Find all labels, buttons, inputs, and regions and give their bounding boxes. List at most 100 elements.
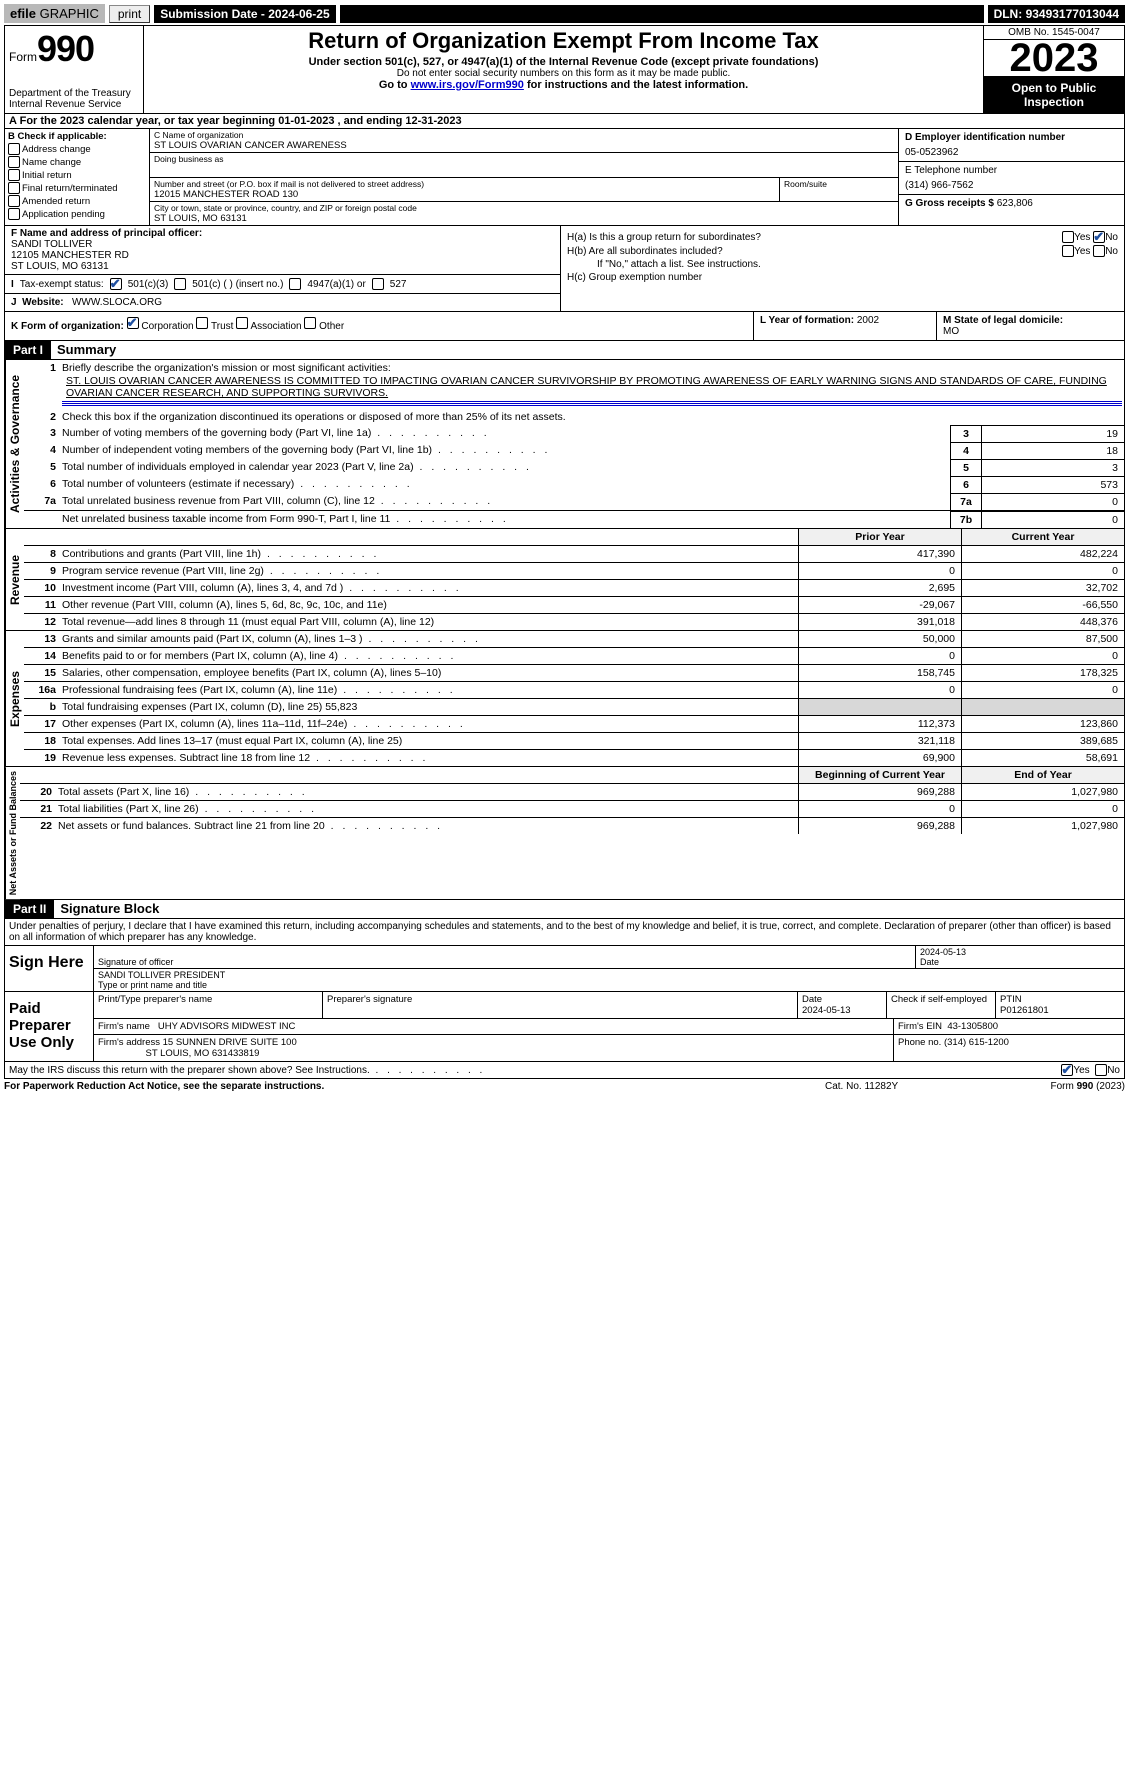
chk-amended-return[interactable] — [8, 195, 20, 207]
val-11-curr: -66,550 — [961, 597, 1124, 613]
prep-self-emp: Check if self-employed — [891, 994, 987, 1005]
firm-addr-2: ST LOUIS, MO 631433819 — [146, 1048, 260, 1059]
chk-501c[interactable] — [174, 278, 186, 290]
chk-application-pending[interactable] — [8, 208, 20, 220]
irs-link[interactable]: www.irs.gov/Form990 — [411, 79, 524, 91]
val-10-prior: 2,695 — [798, 580, 961, 596]
val-14-curr: 0 — [961, 648, 1124, 664]
dept-irs: Internal Revenue Service — [9, 99, 139, 110]
section-identity: B Check if applicable: Address change Na… — [5, 129, 1124, 226]
vlabel-revenue: Revenue — [5, 529, 24, 630]
val-13-prior: 50,000 — [798, 631, 961, 647]
chk-discuss-no[interactable] — [1095, 1064, 1107, 1076]
val-17-prior: 112,373 — [798, 716, 961, 732]
chk-ha-no[interactable] — [1093, 231, 1105, 243]
h-c-label: H(c) Group exemption number — [567, 272, 1118, 283]
summary-revenue: Revenue Prior YearCurrent Year 8Contribu… — [5, 528, 1124, 631]
chk-initial-return[interactable] — [8, 169, 20, 181]
print-button[interactable]: print — [109, 5, 150, 23]
ptin-value: P01261801 — [1000, 1005, 1049, 1016]
chk-other[interactable] — [304, 317, 316, 329]
mission-label: Briefly describe the organization's miss… — [62, 362, 391, 374]
val-line-5: 3 — [982, 459, 1124, 476]
h-b-label: H(b) Are all subordinates included? — [567, 246, 1062, 257]
c-city-label: City or town, state or province, country… — [154, 203, 894, 213]
row-a-tax-year: A For the 2023 calendar year, or tax yea… — [5, 114, 1124, 129]
signature-block: Under penalties of perjury, I declare th… — [5, 919, 1124, 1078]
officer-name-title: SANDI TOLLIVER PRESIDENT — [98, 970, 225, 980]
paid-preparer-table: Paid Preparer Use Only Print/Type prepar… — [5, 991, 1124, 1062]
h-b-note: If "No," attach a list. See instructions… — [567, 259, 1118, 270]
column-c-org-info: C Name of organization ST LOUIS OVARIAN … — [150, 129, 898, 225]
chk-501c3[interactable] — [110, 278, 122, 290]
val-9-prior: 0 — [798, 563, 961, 579]
val-line-4: 18 — [982, 442, 1124, 459]
discuss-row: May the IRS discuss this return with the… — [5, 1062, 1124, 1078]
header-left: Form990 Department of the Treasury Inter… — [5, 26, 144, 113]
val-12-curr: 448,376 — [961, 614, 1124, 630]
officer-name: SANDI TOLLIVER — [11, 239, 92, 250]
officer-city: ST LOUIS, MO 63131 — [11, 261, 109, 272]
summary-expenses: Expenses 13Grants and similar amounts pa… — [5, 631, 1124, 767]
val-11-prior: -29,067 — [798, 597, 961, 613]
val-15-curr: 178,325 — [961, 665, 1124, 681]
part-2-header: Part IISignature Block — [5, 900, 1124, 919]
sign-here-label: Sign Here — [5, 946, 94, 991]
chk-address-change[interactable] — [8, 143, 20, 155]
val-16a-curr: 0 — [961, 682, 1124, 698]
chk-discuss-yes[interactable] — [1061, 1064, 1073, 1076]
chk-name-change[interactable] — [8, 156, 20, 168]
val-14-prior: 0 — [798, 648, 961, 664]
chk-association[interactable] — [236, 317, 248, 329]
val-17-curr: 123,860 — [961, 716, 1124, 732]
val-19-curr: 58,691 — [961, 750, 1124, 766]
chk-trust[interactable] — [196, 317, 208, 329]
prep-date: 2024-05-13 — [802, 1005, 851, 1016]
page-footer: For Paperwork Reduction Act Notice, see … — [4, 1079, 1125, 1094]
column-de: D Employer identification number 05-0523… — [898, 129, 1124, 225]
footer-form: Form 990 (2023) — [975, 1081, 1125, 1092]
val-22-end: 1,027,980 — [961, 818, 1124, 834]
officer-street: 12105 MANCHESTER RD — [11, 250, 129, 261]
chk-final-return[interactable] — [8, 182, 20, 194]
val-9-curr: 0 — [961, 563, 1124, 579]
val-12-prior: 391,018 — [798, 614, 961, 630]
row-l-year: L Year of formation: 2002 — [754, 312, 937, 340]
form-990: Form990 Department of the Treasury Inter… — [4, 25, 1125, 1079]
val-15-prior: 158,745 — [798, 665, 961, 681]
chk-527[interactable] — [372, 278, 384, 290]
c-room-label: Room/suite — [784, 179, 894, 189]
val-19-prior: 69,900 — [798, 750, 961, 766]
chk-hb-yes[interactable] — [1062, 245, 1074, 257]
gross-receipts: 623,806 — [997, 198, 1033, 209]
val-13-curr: 87,500 — [961, 631, 1124, 647]
chk-corporation[interactable] — [127, 317, 139, 329]
mission-text: ST. LOUIS OVARIAN CANCER AWARENESS IS CO… — [62, 374, 1122, 400]
g-gross-label: G Gross receipts $ — [905, 198, 997, 209]
chk-ha-yes[interactable] — [1062, 231, 1074, 243]
d-ein-label: D Employer identification number — [905, 132, 1118, 143]
name-title-label: Type or print name and title — [98, 980, 207, 990]
chk-hb-no[interactable] — [1093, 245, 1105, 257]
row-m-state: M State of legal domicile:MO — [937, 312, 1124, 340]
perjury-statement: Under penalties of perjury, I declare th… — [5, 919, 1124, 945]
efile-badge: efile GRAPHIC — [4, 4, 105, 23]
val-22-begin: 969,288 — [798, 818, 961, 834]
val-20-end: 1,027,980 — [961, 784, 1124, 800]
val-16a-prior: 0 — [798, 682, 961, 698]
sig-date-label: Date — [920, 957, 939, 967]
form-title: Return of Organization Exempt From Incom… — [148, 28, 979, 54]
c-name-label: C Name of organization — [154, 130, 894, 140]
e-phone-label: E Telephone number — [905, 165, 1118, 176]
val-8-prior: 417,390 — [798, 546, 961, 562]
val-line-3: 19 — [982, 425, 1124, 442]
chk-4947[interactable] — [289, 278, 301, 290]
row-j-website: J Website: WWW.SLOCA.ORG — [5, 293, 560, 311]
c-street-label: Number and street (or P.O. box if mail i… — [154, 179, 775, 189]
val-line-7b: 0 — [982, 511, 1124, 528]
header-title-block: Return of Organization Exempt From Incom… — [144, 26, 983, 113]
val-10-curr: 32,702 — [961, 580, 1124, 596]
tax-year: 2023 — [984, 40, 1124, 76]
top-toolbar: efile GRAPHIC print Submission Date - 20… — [4, 4, 1125, 23]
paid-preparer-label: Paid Preparer Use Only — [5, 992, 94, 1061]
